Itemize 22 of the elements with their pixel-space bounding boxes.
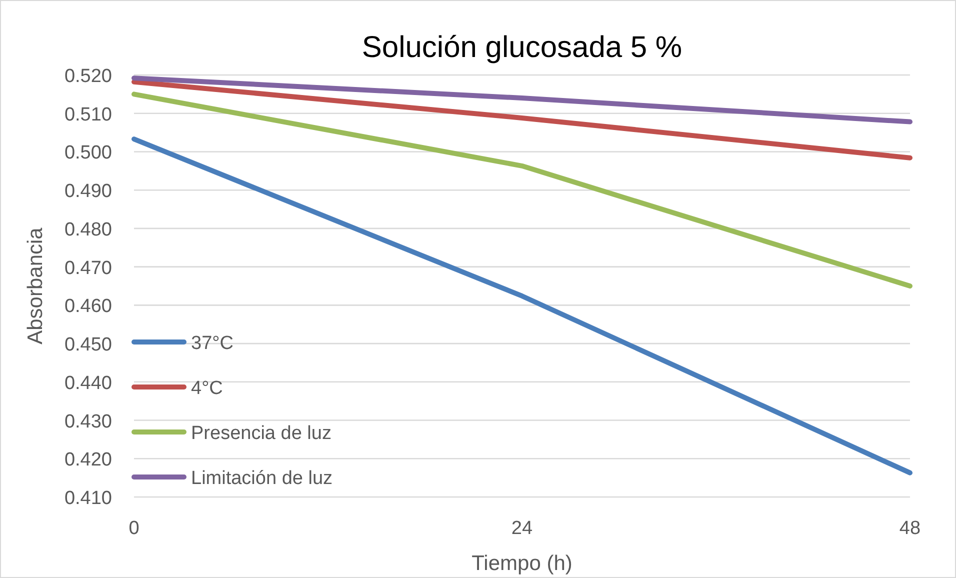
legend-label: 4°C	[191, 378, 223, 399]
y-tick-label: 0.450	[64, 334, 112, 356]
x-tick-label: 24	[511, 518, 533, 539]
y-tick-label: 0.440	[64, 372, 112, 394]
chart-title: Solución glucosada 5 %	[362, 31, 682, 64]
legend-label: Presencia de luz	[191, 423, 332, 444]
y-tick-label: 0.460	[64, 296, 112, 318]
y-tick-label: 0.410	[64, 488, 112, 509]
y-tick-label: 0.520	[64, 66, 112, 87]
y-tick-label: 0.480	[64, 219, 112, 240]
legend-label: 37°C	[191, 333, 234, 354]
x-tick-label: 0	[128, 518, 140, 539]
x-axis-title: Tiempo (h)	[472, 552, 572, 575]
y-axis-title: Absorbancia	[24, 227, 47, 344]
legend-label: Limitación de luz	[191, 468, 333, 489]
y-tick-label: 0.470	[64, 258, 112, 279]
y-tick-label: 0.500	[64, 142, 112, 164]
y-tick-label: 0.430	[64, 411, 112, 432]
y-tick-label: 0.420	[64, 450, 112, 471]
y-tick-label: 0.510	[64, 104, 112, 126]
y-tick-label: 0.490	[64, 181, 112, 202]
x-tick-label: 48	[899, 518, 921, 539]
